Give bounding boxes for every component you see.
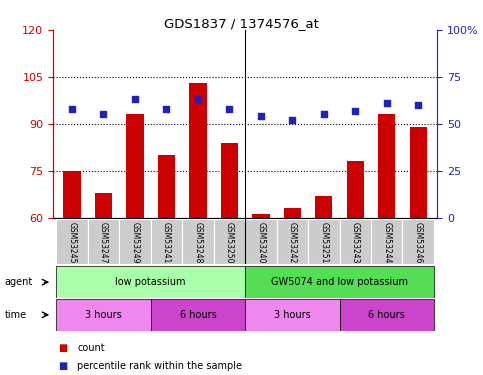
Point [131,96,139,102]
Bar [57,219,88,264]
Text: 6 hours: 6 hours [180,310,216,320]
Bar [284,208,301,375]
Point [288,117,296,123]
Bar [119,219,151,264]
Bar [189,83,207,375]
Bar [57,299,151,331]
Text: time: time [5,310,27,320]
Bar [57,266,245,298]
Bar [402,219,434,264]
Point [320,111,327,117]
Point [99,111,107,117]
Text: agent: agent [5,277,33,287]
Bar [252,214,270,375]
Text: GSM53248: GSM53248 [193,222,202,264]
Bar [88,219,119,264]
Point [414,102,422,108]
Text: GSM53249: GSM53249 [130,222,140,264]
Bar [127,114,143,375]
Point [194,96,202,102]
Bar [245,219,277,264]
Bar [340,299,434,331]
Text: GSM53247: GSM53247 [99,222,108,264]
Text: ■: ■ [58,343,67,352]
Bar [315,196,332,375]
Point [383,100,391,106]
Text: GSM53241: GSM53241 [162,222,171,264]
Text: GSM53244: GSM53244 [382,222,391,264]
Bar [308,219,340,264]
Text: GSM53245: GSM53245 [68,222,76,264]
Bar [371,219,402,264]
Text: GSM53250: GSM53250 [225,222,234,264]
Text: GSM53240: GSM53240 [256,222,265,264]
Bar [340,219,371,264]
Text: GSM53246: GSM53246 [414,222,423,264]
Text: 3 hours: 3 hours [274,310,311,320]
Bar [151,299,245,331]
Bar [245,266,434,298]
Text: GW5074 and low potassium: GW5074 and low potassium [271,277,408,287]
Bar [151,219,182,264]
Point [257,113,265,119]
Bar [213,219,245,264]
Point [163,106,170,112]
Text: GSM53251: GSM53251 [319,222,328,264]
Bar [378,114,396,375]
Text: 6 hours: 6 hours [369,310,405,320]
Text: GSM53242: GSM53242 [288,222,297,264]
Bar [221,142,238,375]
Text: GDS1837 / 1374576_at: GDS1837 / 1374576_at [164,17,319,30]
Bar [245,299,340,331]
Point [352,108,359,114]
Text: low potassium: low potassium [115,277,186,287]
Bar [410,127,427,375]
Point [68,106,76,112]
Text: GSM53243: GSM53243 [351,222,360,264]
Text: count: count [77,343,105,352]
Text: percentile rank within the sample: percentile rank within the sample [77,361,242,370]
Text: 3 hours: 3 hours [85,310,122,320]
Bar [63,171,81,375]
Bar [158,155,175,375]
Point [226,106,233,112]
Bar [95,192,112,375]
Bar [277,219,308,264]
Bar [182,219,213,264]
Bar [347,161,364,375]
Text: ■: ■ [58,361,67,370]
